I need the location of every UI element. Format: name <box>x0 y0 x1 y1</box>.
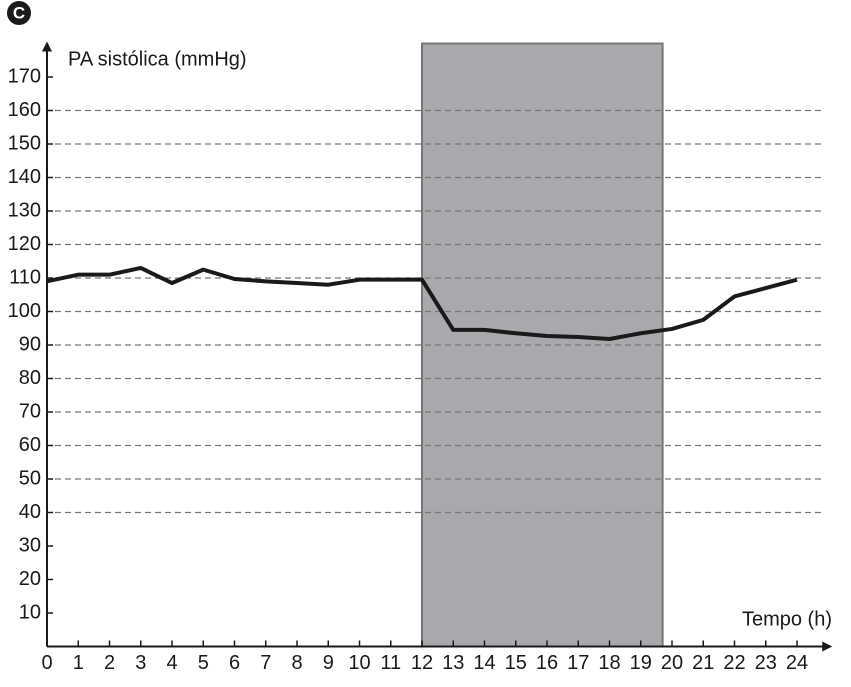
x-tick-label: 6 <box>229 652 240 674</box>
y-axis-label: PA sistólica (mmHg) <box>68 48 247 70</box>
x-tick-label: 0 <box>41 652 52 674</box>
x-tick-label: 10 <box>348 652 370 674</box>
x-tick-label: 18 <box>598 652 620 674</box>
x-tick-label: 4 <box>166 652 177 674</box>
x-tick-label: 21 <box>692 652 714 674</box>
panel-label: C <box>13 3 25 22</box>
x-tick-label: 23 <box>755 652 777 674</box>
x-axis-arrow <box>822 641 833 652</box>
data-line <box>46 265 798 341</box>
panel-badge <box>7 1 31 25</box>
x-tick-label: 16 <box>536 652 558 674</box>
x-tick-label: 17 <box>567 652 589 674</box>
x-tick-label: 24 <box>786 652 808 674</box>
y-axis-arrow <box>42 41 52 52</box>
x-tick-label: 3 <box>135 652 146 674</box>
x-tick-label: 20 <box>661 652 683 674</box>
shaded-region <box>421 42 664 648</box>
y-tick-label: 40 <box>19 501 41 523</box>
x-tick-label: 13 <box>442 652 464 674</box>
y-tick-label: 30 <box>19 534 41 556</box>
x-tick-label: 15 <box>505 652 527 674</box>
x-tick-label: 12 <box>411 652 433 674</box>
y-tick-label: 140 <box>8 166 41 188</box>
x-tick-label: 5 <box>198 652 209 674</box>
x-tick-label: 8 <box>291 652 302 674</box>
x-axis-label: Tempo (h) <box>742 608 832 630</box>
y-tick-label: 10 <box>19 601 41 623</box>
y-tick-label: 120 <box>8 233 41 255</box>
y-tick-label: 110 <box>9 266 41 288</box>
y-tick-label: 170 <box>8 65 41 87</box>
x-tick-label: 22 <box>723 652 745 674</box>
y-tick-label: 130 <box>8 199 41 221</box>
y-tick-label: 70 <box>19 400 41 422</box>
y-tick-label: 100 <box>8 300 41 322</box>
y-tick-label: 60 <box>19 434 41 456</box>
x-tick-label: 19 <box>630 652 652 674</box>
y-tick-label: 80 <box>19 367 41 389</box>
y-tick-label: 50 <box>19 467 41 489</box>
x-tick-label: 1 <box>73 652 84 674</box>
y-tick-label: 150 <box>8 132 41 154</box>
y-tick-label: 90 <box>19 333 41 355</box>
x-tick-label: 14 <box>473 652 495 674</box>
x-tick-label: 11 <box>380 652 401 674</box>
y-tick-label: 160 <box>8 99 41 121</box>
x-tick-label: 9 <box>323 652 334 674</box>
x-tick-label: 2 <box>104 652 115 674</box>
y-tick-label: 20 <box>19 568 41 590</box>
x-tick-label: 7 <box>260 652 271 674</box>
